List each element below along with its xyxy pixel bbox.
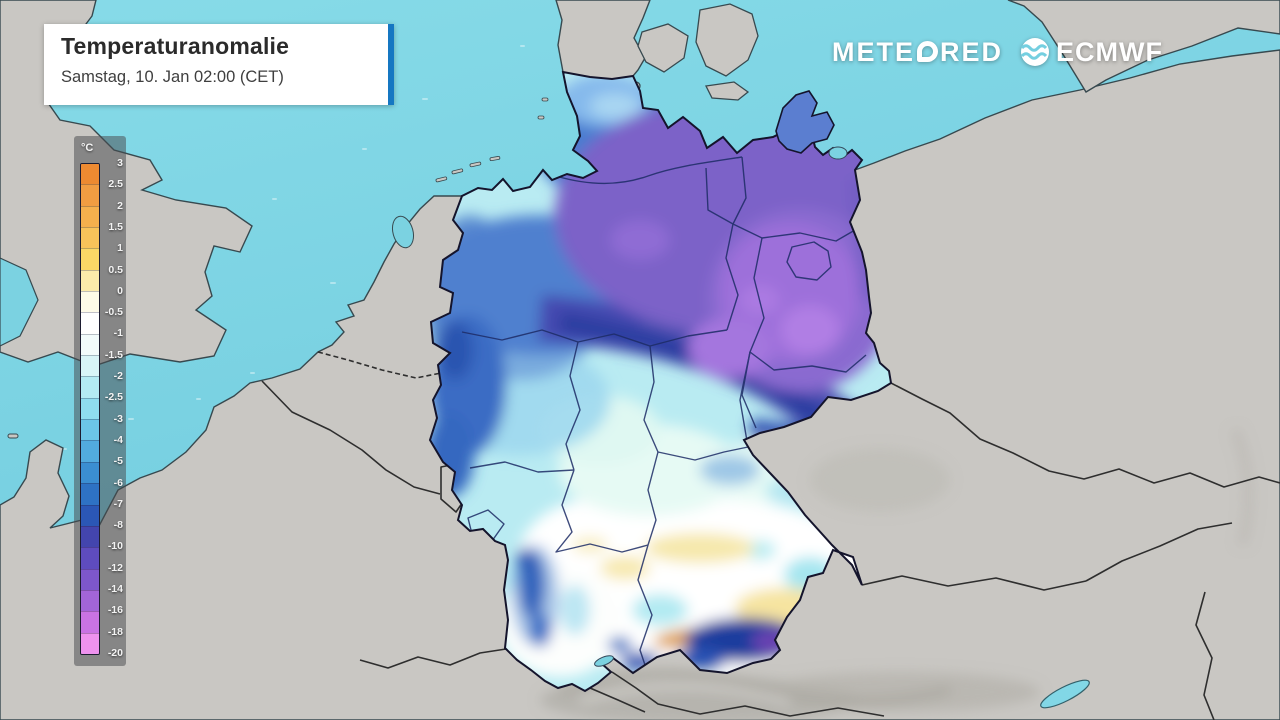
lake-balaton (1040, 679, 1090, 709)
legend-color-segment (81, 248, 99, 270)
legend-color-segment (81, 312, 99, 334)
lakes (391, 146, 1090, 709)
legend-tick-label: -14 (107, 583, 123, 596)
brand-watermark: METE RED ECMWF (832, 36, 1163, 68)
title-card: Temperaturanomalie Samstag, 10. Jan 02:0… (44, 24, 394, 105)
meteored-text-right: RED (940, 36, 1004, 67)
lake-ijsselmeer (391, 215, 415, 249)
legend-tick-label: -8 (113, 519, 123, 532)
legend-color-segment (81, 397, 99, 420)
irish-sea-notch (0, 257, 39, 347)
legend-color-segment (81, 589, 99, 612)
ecmwf-globe-icon (1020, 38, 1050, 66)
map-datetime: Samstag, 10. Jan 02:00 (CET) (61, 68, 284, 86)
legend-tick-label: 2 (117, 199, 123, 212)
legend-color-segment (81, 611, 99, 633)
map-title: Temperaturanomalie (61, 33, 290, 59)
legend-color-segment (81, 461, 99, 484)
legend-color-segment (81, 205, 99, 228)
meteored-o-icon (917, 40, 939, 62)
legend-color-segment (81, 227, 99, 249)
legend-color-segment (81, 632, 99, 654)
legend-tick-label: -4 (113, 433, 123, 446)
meteored-wordmark: METE RED (832, 37, 1003, 68)
legend-tick-label: -0.5 (104, 306, 123, 319)
legend-color-segment (81, 547, 99, 569)
lake-constance (594, 655, 614, 667)
legend-tick-label: -18 (107, 625, 123, 638)
legend-unit: °C (81, 142, 94, 154)
legend-tick-label: 0.5 (108, 263, 123, 276)
legend-bar (80, 163, 100, 655)
legend-tick-label: -2 (113, 370, 123, 383)
legend-color-segment (81, 164, 99, 185)
legend-tick-label: -2.5 (104, 391, 123, 404)
legend-tick-label: -16 (107, 604, 123, 617)
isle-dot (7, 433, 19, 439)
legend-tick-label: 0 (117, 284, 123, 297)
legend-color-segment (81, 440, 99, 462)
meteored-text-left: METE (832, 36, 916, 67)
legend-color-segment (81, 504, 99, 526)
legend-tick-label: -5 (113, 455, 123, 468)
legend-tick-label: 1.5 (108, 220, 123, 233)
legend-tick-label: -7 (113, 497, 123, 510)
ecmwf-lockup: ECMWF (1019, 36, 1163, 68)
terrain-relief (540, 428, 1254, 720)
landmass-sweden (1007, 0, 1280, 93)
legend-color-segment (81, 419, 99, 441)
legend-tick-label: -1 (113, 327, 123, 340)
legend-tick-label: -10 (107, 540, 123, 553)
legend-tick-label: -1.5 (104, 348, 123, 361)
legend-tick-label: 3 (117, 157, 123, 169)
legend-tick-label: -20 (107, 647, 123, 659)
legend-color-segment (81, 333, 99, 356)
legend-color-segment (81, 568, 99, 590)
legend-tick-label: 1 (117, 242, 123, 255)
legend-color-segment (81, 376, 99, 398)
legend-color-segment (81, 483, 99, 505)
legend-tick-label: 2.5 (108, 178, 123, 191)
legend-color-segment (81, 184, 99, 206)
legend-tick-label: -3 (113, 412, 123, 425)
legend-color-segment (81, 291, 99, 313)
legend-tick-label: -12 (107, 561, 123, 574)
lake-szczecin-lagoon (828, 146, 848, 160)
legend-tick-label: -6 (113, 476, 123, 489)
ecmwf-text: ECMWF (1056, 36, 1164, 67)
frisian-islands (435, 97, 549, 183)
legend-ticks: 3 2.5 2 1.5 1 0.5 0 -0.5 -1 -1.5 -2 -2.5 -3 -4 -5 -6 -7 -… (102, 157, 123, 659)
legend-color-segment (81, 355, 99, 377)
state-borders (461, 156, 867, 669)
legend-panel: °C 3 2.5 2 1.5 1 0.5 0 -0.5 -1 -1.5 -2 -2.5 -3 -4 -5 -6… (74, 136, 126, 666)
ruegen-island (775, 90, 835, 154)
legend-color-segment (81, 269, 99, 292)
legend-color-segment (81, 525, 99, 548)
card-accent-bar (388, 24, 394, 105)
germany-border (428, 70, 893, 693)
country-borders (261, 351, 1280, 720)
